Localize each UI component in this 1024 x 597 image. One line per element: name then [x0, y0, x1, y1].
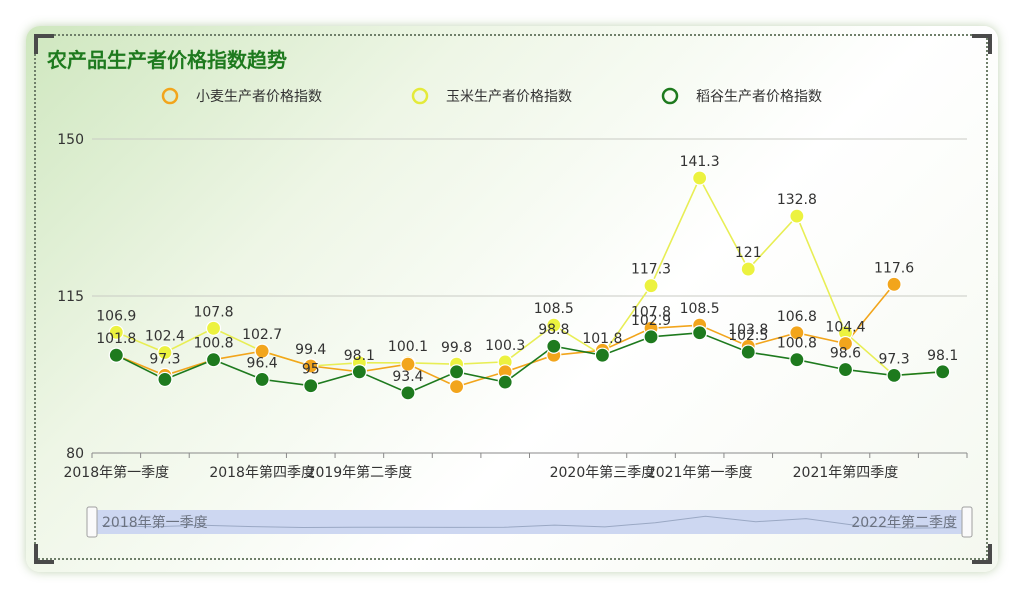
series-line	[115, 331, 943, 394]
data-label: 99.8	[441, 340, 472, 356]
data-point[interactable]	[205, 320, 222, 336]
zoom-start-label: 2018年第一季度	[102, 514, 208, 531]
legend-marker[interactable]	[661, 87, 679, 105]
data-label: 96.4	[247, 355, 278, 371]
data-label: 98.8	[538, 322, 569, 338]
data-label: 121	[735, 245, 762, 261]
panel-frame	[34, 34, 988, 560]
data-point[interactable]	[546, 317, 562, 333]
data-point[interactable]	[400, 385, 416, 401]
y-tick-label: 150	[57, 132, 84, 148]
data-point[interactable]	[740, 344, 756, 360]
data-label: 102.4	[145, 329, 185, 345]
x-tick-label: 2019年第二季度	[307, 464, 413, 481]
data-point[interactable]	[205, 352, 222, 368]
data-label: 98.6	[830, 346, 861, 362]
data-label: 102.5	[728, 328, 768, 344]
data-point[interactable]	[303, 358, 319, 374]
data-point[interactable]	[789, 208, 805, 224]
data-point[interactable]	[400, 356, 416, 372]
data-label: 108.5	[534, 301, 574, 317]
data-point[interactable]	[789, 325, 805, 341]
data-label: 132.8	[777, 192, 817, 208]
data-label: 141.3	[680, 154, 720, 170]
data-label: 98.1	[344, 348, 375, 364]
data-label: 98.1	[927, 348, 958, 364]
corner-decoration	[34, 544, 54, 564]
legend-label[interactable]: 稻谷生产者价格指数	[696, 89, 822, 105]
x-tick-label: 2018年第一季度	[63, 464, 169, 481]
data-point[interactable]	[303, 378, 319, 394]
chart-title: 农产品生产者价格指数趋势	[47, 48, 287, 72]
data-point[interactable]	[546, 338, 562, 354]
zoom-end-label: 2022年第二季度	[851, 514, 957, 531]
y-tick-label: 80	[66, 446, 84, 462]
data-point[interactable]	[643, 278, 659, 294]
data-label: 107.8	[193, 304, 233, 320]
data-point[interactable]	[448, 364, 465, 380]
data-point[interactable]	[108, 347, 124, 363]
data-label: 117.3	[631, 262, 671, 278]
data-point[interactable]	[254, 371, 270, 388]
data-label: 101.8	[96, 331, 136, 347]
zoom-slider-selection[interactable]	[97, 510, 962, 534]
x-tick-label: 2018年第四季度	[209, 464, 315, 481]
data-label: 100.8	[777, 336, 817, 352]
data-point[interactable]	[157, 344, 173, 361]
data-label: 117.6	[874, 260, 914, 276]
data-label: 97.3	[878, 351, 909, 367]
zoom-handle-right[interactable]	[961, 506, 973, 538]
data-point[interactable]	[886, 276, 902, 292]
x-tick-label: 2021年第一季度	[647, 464, 753, 481]
data-label: 107.8	[631, 304, 671, 320]
zoom-slider-preview	[101, 515, 958, 529]
data-point[interactable]	[837, 335, 854, 352]
chart-panel	[26, 26, 998, 572]
data-point[interactable]	[108, 324, 124, 340]
data-point[interactable]	[935, 364, 951, 380]
data-point[interactable]	[740, 261, 756, 277]
series-line	[115, 176, 943, 377]
legend-marker[interactable]	[161, 87, 179, 105]
data-point[interactable]	[448, 379, 465, 395]
data-label: 95	[302, 362, 320, 378]
data-point[interactable]	[837, 361, 854, 378]
data-point[interactable]	[692, 325, 708, 341]
data-label: 104.4	[825, 320, 865, 336]
data-label: 106.9	[96, 308, 136, 324]
data-label: 102.7	[242, 327, 282, 343]
data-label: 97.3	[149, 351, 180, 367]
data-label: 108.5	[680, 301, 720, 317]
data-point[interactable]	[157, 371, 173, 388]
data-label: 93.4	[392, 369, 423, 385]
data-point[interactable]	[886, 367, 902, 383]
corner-decoration	[972, 34, 992, 54]
data-label: 100.3	[485, 338, 525, 354]
data-label: 106.8	[777, 309, 817, 325]
corner-decoration	[972, 544, 992, 564]
data-point[interactable]	[497, 374, 513, 390]
legend-label[interactable]: 小麦生产者价格指数	[196, 89, 322, 105]
data-point[interactable]	[594, 347, 611, 363]
corner-decoration	[34, 34, 54, 54]
data-point[interactable]	[351, 364, 367, 380]
data-point[interactable]	[643, 329, 659, 345]
data-label: 101.8	[582, 331, 622, 347]
x-tick-label: 2020年第三季度	[550, 464, 656, 481]
data-point[interactable]	[692, 170, 708, 186]
zoom-handle-left[interactable]	[86, 506, 98, 538]
data-label: 102.9	[631, 313, 671, 329]
legend-label[interactable]: 玉米生产者价格指数	[446, 89, 572, 105]
data-label: 100.8	[193, 336, 233, 352]
data-label: 99.4	[295, 342, 326, 358]
data-point[interactable]	[789, 352, 805, 368]
x-tick-label: 2021年第四季度	[793, 464, 899, 481]
data-label: 100.1	[388, 339, 428, 355]
legend-marker[interactable]	[411, 87, 429, 105]
data-point[interactable]	[254, 343, 270, 359]
data-label: 103.8	[728, 322, 768, 338]
y-tick-label: 115	[57, 289, 84, 305]
